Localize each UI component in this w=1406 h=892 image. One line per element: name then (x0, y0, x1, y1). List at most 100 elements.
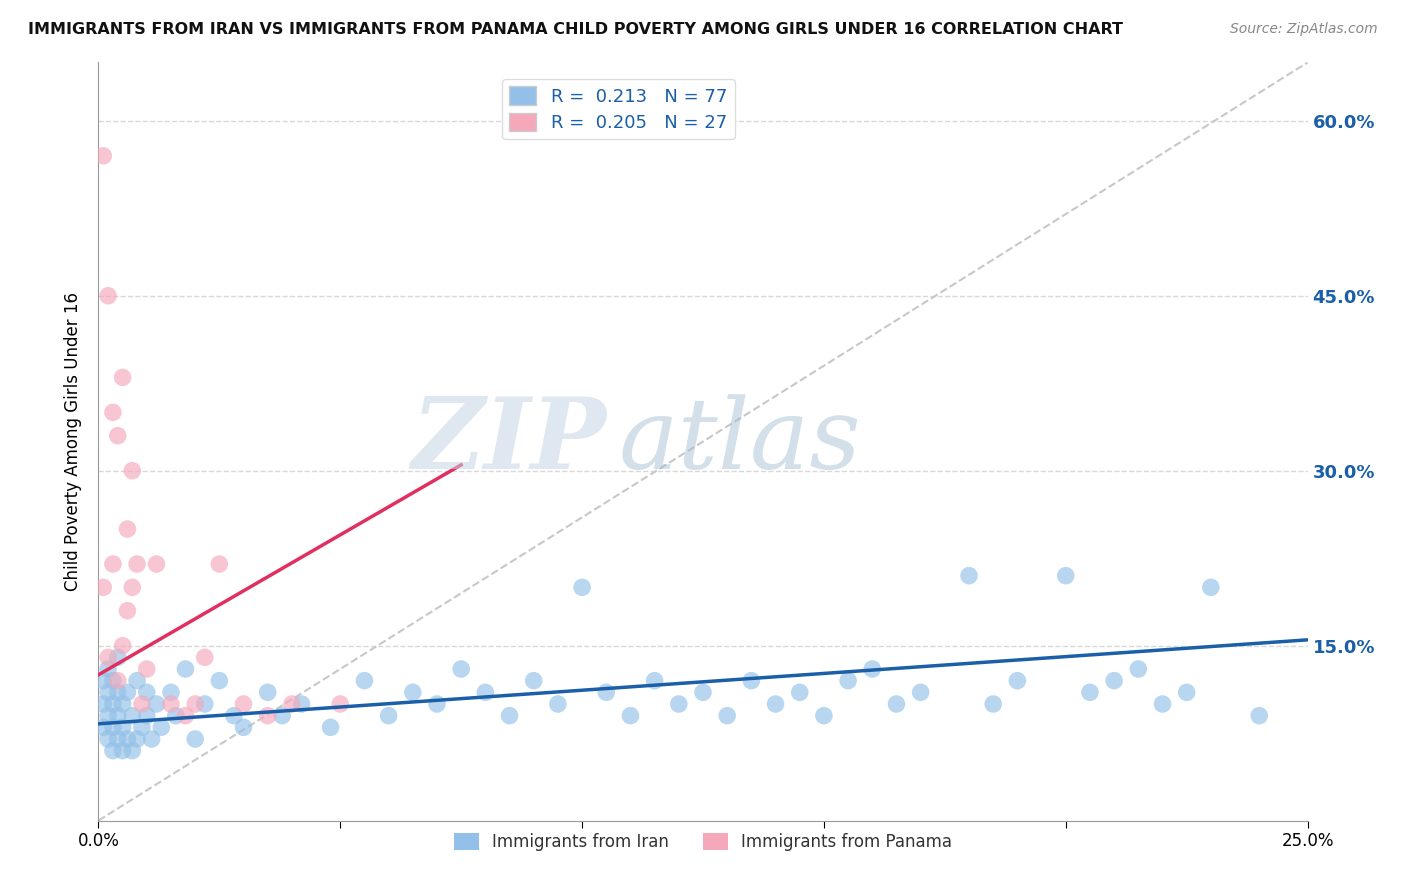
Point (1007, 673, 1029, 688)
Point (1175, 685, 1198, 699)
Point (232, 720, 254, 734)
Point (981, 697, 1004, 711)
Point (141, 731, 163, 746)
Point (571, 580, 593, 594)
Point (619, 708, 641, 723)
Point (101, 744, 124, 758)
Point (194, 697, 217, 711)
Point (716, 708, 738, 723)
Point (450, 662, 472, 676)
Point (160, 685, 183, 699)
Point (121, 464, 143, 478)
Point (184, 697, 207, 711)
Point (1054, 568, 1077, 582)
Point (1102, 673, 1125, 688)
Point (101, 405, 124, 419)
Point (127, 731, 149, 746)
Text: ZIP: ZIP (412, 393, 606, 490)
Point (101, 697, 124, 711)
Point (91, 673, 114, 688)
Point (271, 708, 294, 723)
Point (402, 685, 425, 699)
Point (1152, 697, 1174, 711)
Point (1078, 685, 1101, 699)
Point (121, 744, 143, 758)
Point (174, 708, 197, 723)
Point (1128, 662, 1150, 676)
Point (97, 685, 120, 699)
Legend: Immigrants from Iran, Immigrants from Panama: Immigrants from Iran, Immigrants from Pa… (447, 826, 959, 858)
Point (498, 708, 520, 723)
Point (97, 708, 120, 723)
Point (91, 580, 114, 594)
Point (1199, 580, 1222, 594)
Point (121, 580, 143, 594)
Point (135, 708, 157, 723)
Point (127, 673, 149, 688)
Point (111, 744, 134, 758)
Point (837, 673, 859, 688)
Y-axis label: Child Poverty Among Girls Under 16: Child Poverty Among Girls Under 16 (65, 292, 83, 591)
Point (232, 697, 254, 711)
Point (111, 720, 134, 734)
Point (789, 685, 811, 699)
Point (523, 673, 546, 688)
Point (208, 557, 231, 571)
Point (91, 720, 114, 734)
Point (813, 708, 835, 723)
Point (377, 708, 399, 723)
Point (145, 697, 167, 711)
Point (208, 673, 231, 688)
Point (91, 697, 114, 711)
Point (668, 697, 690, 711)
Point (194, 650, 217, 665)
Point (111, 639, 134, 653)
Point (97, 289, 120, 303)
Point (145, 557, 167, 571)
Text: Source: ZipAtlas.com: Source: ZipAtlas.com (1230, 22, 1378, 37)
Point (765, 697, 787, 711)
Point (256, 708, 278, 723)
Point (353, 673, 375, 688)
Point (160, 697, 183, 711)
Point (256, 685, 278, 699)
Point (329, 697, 352, 711)
Point (547, 697, 569, 711)
Point (131, 720, 153, 734)
Point (107, 708, 129, 723)
Point (101, 557, 124, 571)
Point (91, 149, 114, 163)
Text: IMMIGRANTS FROM IRAN VS IMMIGRANTS FROM PANAMA CHILD POVERTY AMONG GIRLS UNDER 1: IMMIGRANTS FROM IRAN VS IMMIGRANTS FROM … (28, 22, 1123, 37)
Point (97, 731, 120, 746)
Point (1249, 708, 1271, 723)
Point (165, 708, 187, 723)
Point (886, 697, 908, 711)
Point (111, 697, 134, 711)
Point (101, 720, 124, 734)
Point (184, 731, 207, 746)
Point (426, 697, 449, 711)
Point (740, 673, 762, 688)
Point (131, 697, 153, 711)
Point (135, 662, 157, 676)
Point (174, 662, 197, 676)
Point (121, 708, 143, 723)
Text: atlas: atlas (619, 394, 860, 489)
Point (117, 522, 139, 536)
Point (290, 697, 312, 711)
Point (127, 557, 149, 571)
Point (107, 650, 129, 665)
Point (860, 662, 883, 676)
Point (117, 685, 139, 699)
Point (107, 428, 129, 442)
Point (692, 685, 714, 699)
Point (111, 370, 134, 384)
Point (101, 673, 124, 688)
Point (281, 697, 304, 711)
Point (135, 685, 157, 699)
Point (474, 685, 496, 699)
Point (97, 662, 120, 676)
Point (107, 685, 129, 699)
Point (222, 708, 245, 723)
Point (150, 720, 173, 734)
